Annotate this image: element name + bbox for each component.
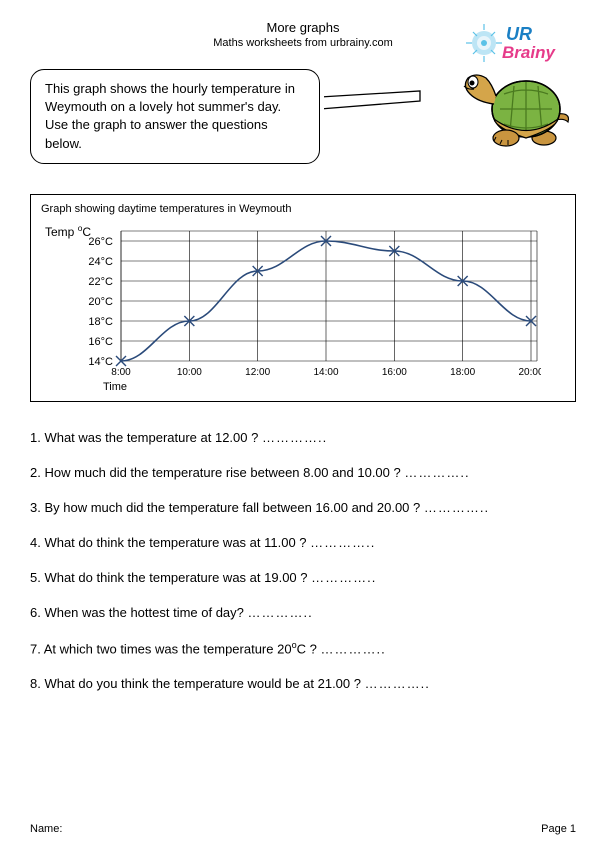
svg-text:26°C: 26°C (88, 236, 113, 248)
y-axis-label: Temp oC (45, 223, 91, 239)
question-item: 7. At which two times was the temperatur… (30, 640, 576, 656)
urbrainy-logo: UR Brainy (466, 18, 566, 68)
svg-text:18°C: 18°C (88, 316, 113, 328)
footer: Name: Page 1 (30, 823, 576, 835)
page-number: Page 1 (541, 823, 576, 835)
question-item: 3. By how much did the temperature fall … (30, 500, 576, 515)
svg-text:22°C: 22°C (88, 276, 113, 288)
name-label: Name: (30, 823, 62, 835)
question-item: 4. What do think the temperature was at … (30, 535, 576, 550)
x-axis-label: Time (103, 381, 127, 393)
svg-text:18:00: 18:00 (450, 367, 475, 378)
logo-text-ur: UR (506, 24, 532, 44)
svg-text:20°C: 20°C (88, 296, 113, 308)
svg-text:12:00: 12:00 (245, 367, 270, 378)
speech-bubble: This graph shows the hourly temperature … (30, 69, 320, 164)
svg-text:16:00: 16:00 (382, 367, 407, 378)
temperature-line-chart: 14°C 16°C 18°C 20°C 22°C 24°C 26°C 8:00 10:00 12:… (41, 221, 541, 391)
star-burst-icon (466, 24, 502, 62)
svg-text:20:00: 20:00 (518, 367, 541, 378)
intro-row: This graph shows the hourly temperature … (30, 69, 576, 164)
graph-title: Graph showing daytime temperatures in We… (41, 203, 565, 215)
question-item: 8. What do you think the temperature wou… (30, 676, 576, 691)
graph-box: Graph showing daytime temperatures in We… (30, 194, 576, 402)
question-list: 1. What was the temperature at 12.00 ? …… (30, 430, 576, 691)
turtle-mascot-icon (456, 64, 576, 159)
svg-text:14:00: 14:00 (313, 367, 338, 378)
question-item: 6. When was the hottest time of day? ………… (30, 605, 576, 620)
svg-text:14°C: 14°C (88, 356, 113, 368)
question-item: 5. What do think the temperature was at … (30, 570, 576, 585)
question-item: 2. How much did the temperature rise bet… (30, 465, 576, 480)
svg-text:16°C: 16°C (88, 336, 113, 348)
speech-tail-icon (320, 89, 430, 129)
question-item: 1. What was the temperature at 12.00 ? …… (30, 430, 576, 445)
svg-text:10:00: 10:00 (177, 367, 202, 378)
svg-text:24°C: 24°C (88, 256, 113, 268)
chart-wrap: Temp oC 14°C 16°C 18°C 20°C 22°C 24°C 26°C 8:00… (41, 221, 565, 391)
logo-text-brainy: Brainy (502, 43, 556, 62)
svg-text:8:00: 8:00 (111, 367, 131, 378)
